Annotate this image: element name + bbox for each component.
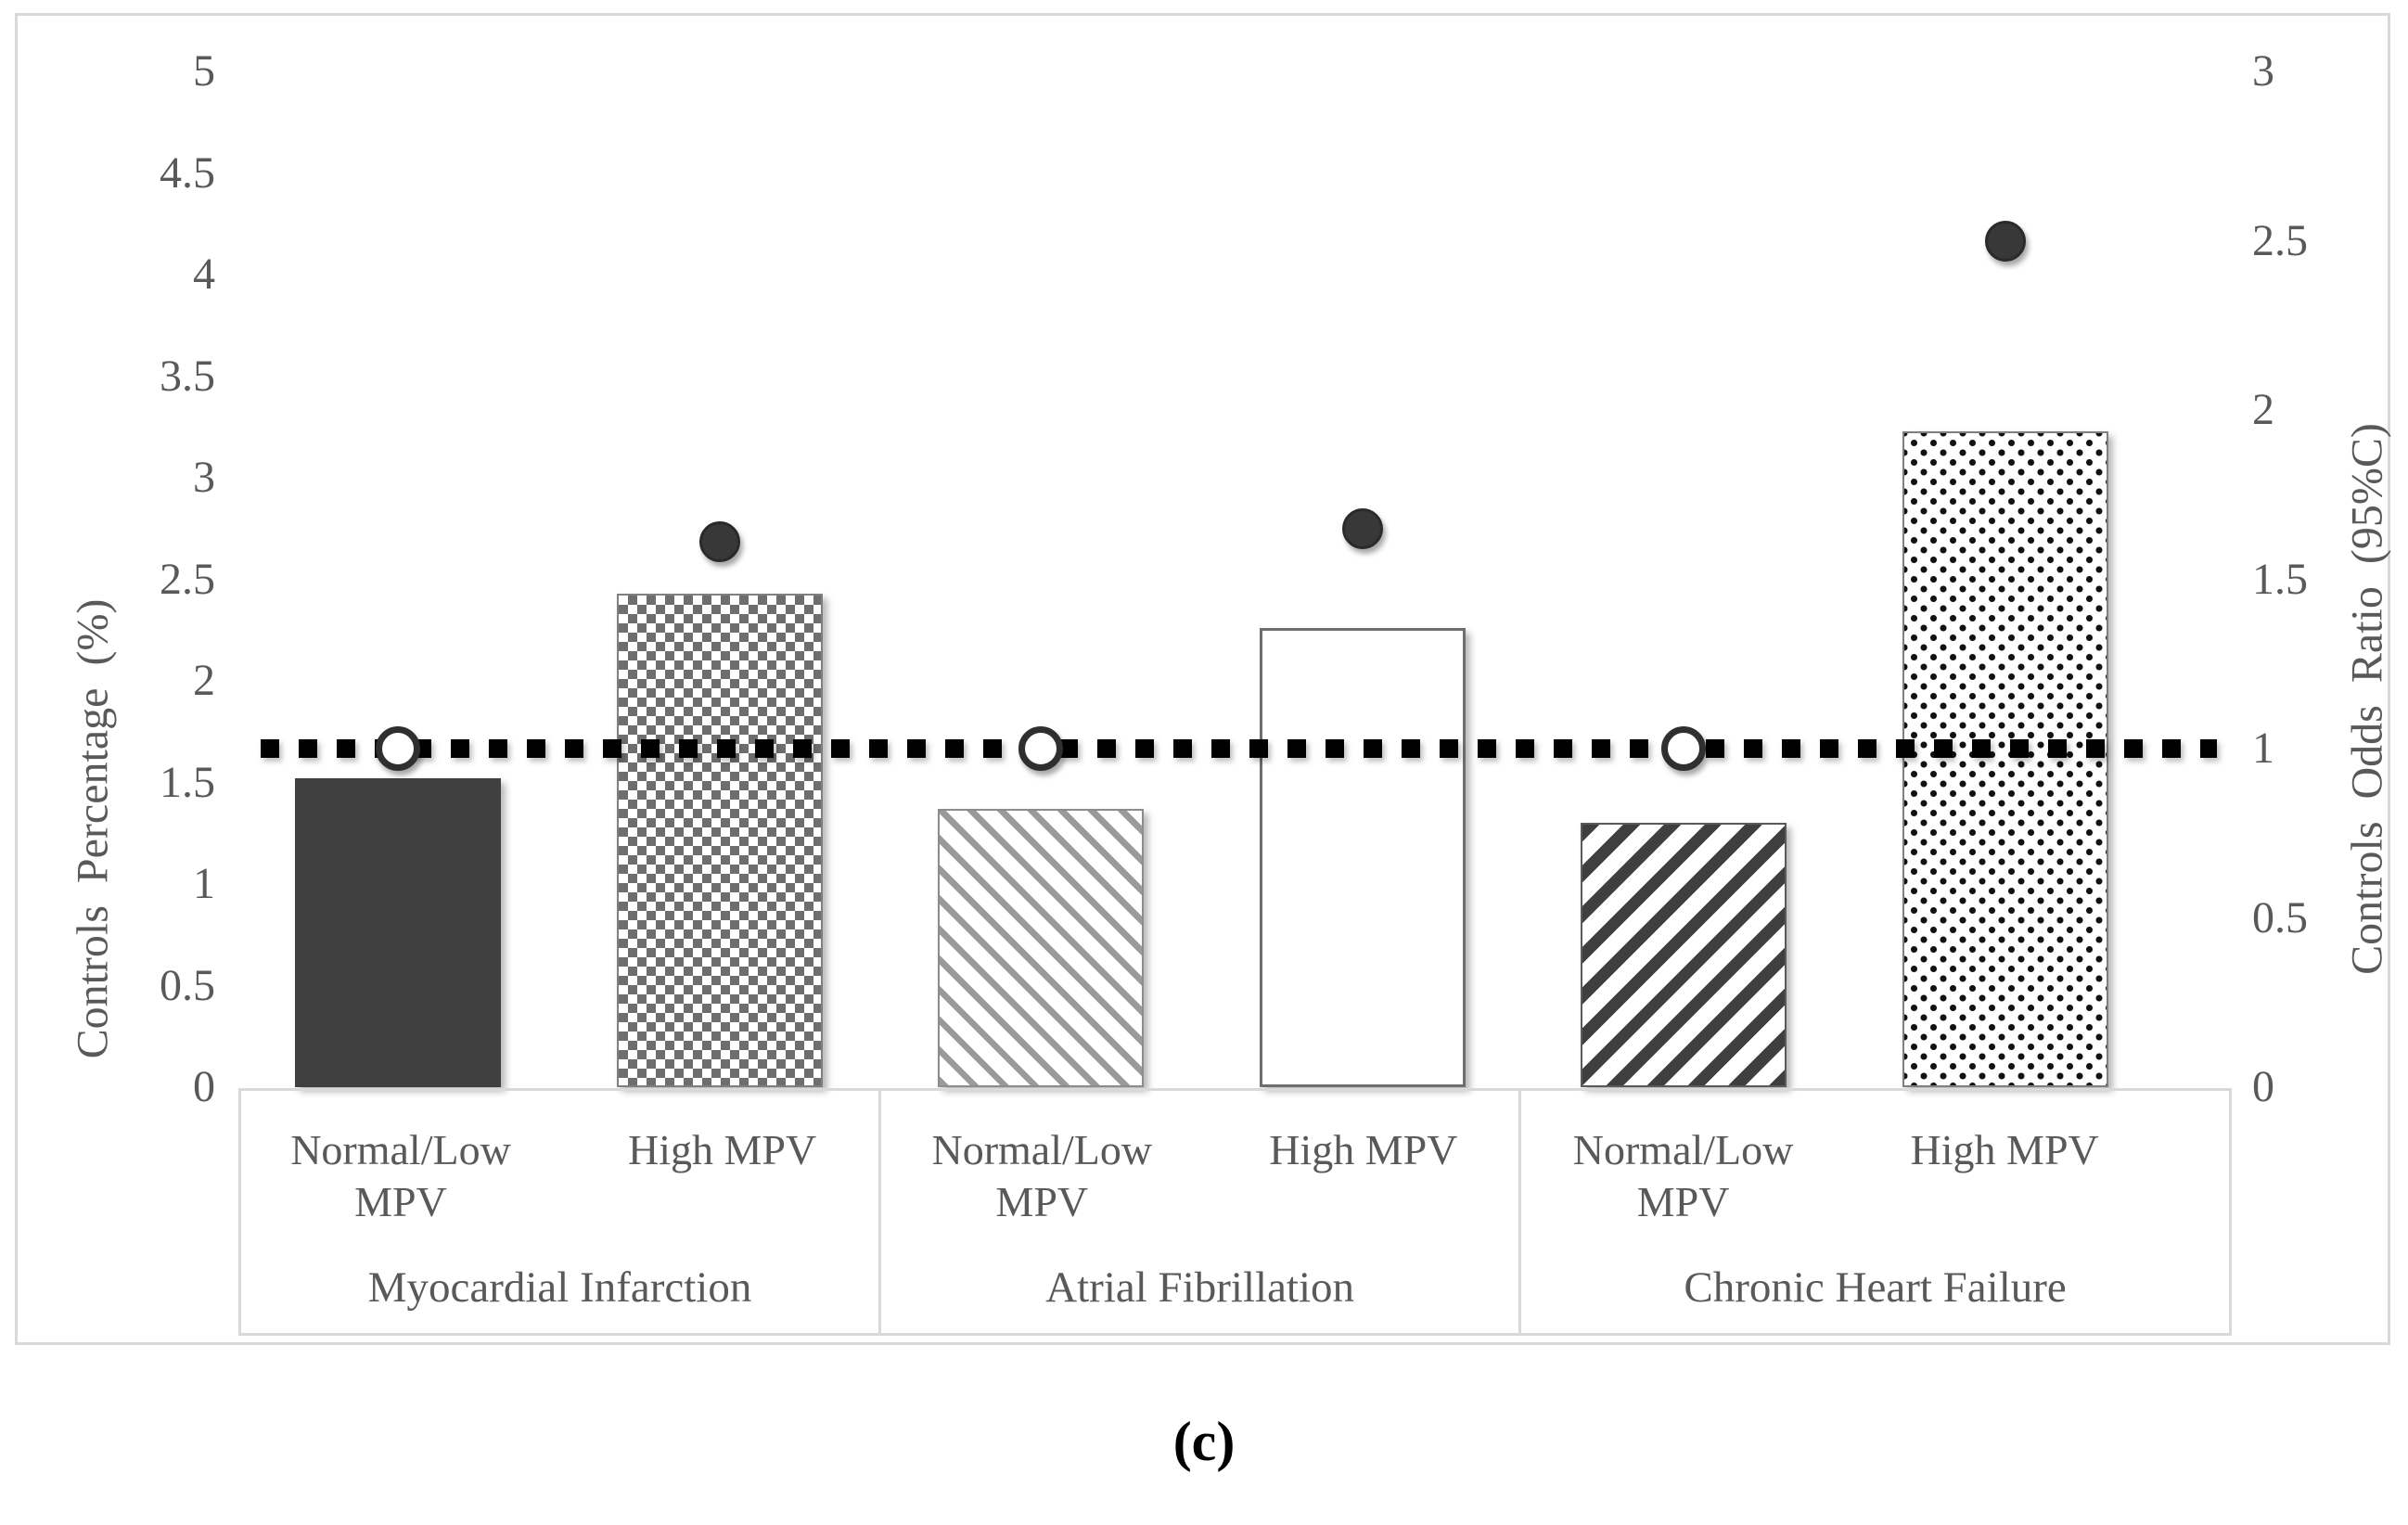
odds-ratio-marker-high [698, 521, 740, 563]
category-axis-table: Normal/Low MPV High MPV Myocardial Infarcti… [238, 1088, 2232, 1336]
plot-area [238, 71, 2232, 1087]
bar-myocardial-infarction-high-mpv [616, 594, 823, 1087]
bar-chronic-heart-failure-high-mpv [1902, 431, 2108, 1087]
figure-caption: (c) [1172, 1411, 1236, 1472]
left-axis-tick-label: 2 [193, 656, 215, 705]
right-axis-tick-label: 0 [2252, 1062, 2274, 1111]
left-axis-tick-label: 0.5 [160, 960, 215, 1010]
left-axis-tick-label: 3 [193, 453, 215, 502]
category-label-atrial-fibrillation: Atrial Fibrillation [1045, 1263, 1355, 1312]
odds-ratio-reference-line [261, 739, 2217, 758]
left-axis-tick-label: 4.5 [160, 147, 215, 198]
odds-ratio-marker-reference [376, 726, 420, 771]
subgroup-label-high-mpv: High MPV [1910, 1126, 2099, 1173]
subgroup-label-high-mpv: High MPV [627, 1126, 817, 1173]
category-cell-atrial-fibrillation: Normal/Low MPV High MPV Atrial Fibrillation [881, 1091, 1522, 1333]
category-cell-chronic-heart-failure: Normal/Low MPV High MPV Chronic Heart Failu… [1521, 1091, 2229, 1333]
odds-ratio-marker-high [1341, 507, 1383, 549]
category-cell-myocardial-infarction: Normal/Low MPV High MPV Myocardial Infarcti… [241, 1091, 882, 1333]
bar-atrial-fibrillation-normal-low-mpv [938, 809, 1145, 1087]
right-axis-tick-label: 3 [2252, 46, 2274, 96]
right-axis-tick-label: 0.5 [2252, 892, 2308, 942]
right-axis-tick-label: 1.5 [2252, 554, 2308, 604]
right-axis-tick-label: 2 [2252, 385, 2274, 434]
subgroup-label-normal-low-mpv: Normal/Low MPV [1572, 1126, 1794, 1225]
odds-ratio-marker-high [1985, 220, 2026, 262]
right-axis-tick-label: 1 [2252, 724, 2274, 773]
bar-chronic-heart-failure-normal-low-mpv [1581, 823, 1787, 1087]
right-axis-tick-label: 2.5 [2252, 215, 2308, 265]
odds-ratio-marker-reference [1661, 726, 1707, 771]
left-axis-tick-label: 0 [193, 1062, 215, 1111]
category-label-chronic-heart-failure: Chronic Heart Failure [1684, 1263, 2067, 1312]
left-axis-tick-label: 4 [193, 250, 215, 299]
subgroup-label-normal-low-mpv: Normal/Low MPV [290, 1126, 511, 1225]
left-axis-tick-label: 1.5 [160, 757, 215, 807]
left-axis-tick-label: 3.5 [160, 351, 215, 401]
subgroup-label-high-mpv: High MPV [1269, 1126, 1458, 1173]
right-axis-title: Controls Odds Ratio (95%C) [2342, 423, 2392, 975]
odds-ratio-marker-reference [1018, 726, 1064, 771]
left-axis-tick-label: 1 [193, 859, 215, 908]
bar-myocardial-infarction-normal-low-mpv [295, 778, 501, 1087]
left-axis-tick-label: 2.5 [160, 554, 215, 604]
bar-atrial-fibrillation-high-mpv [1259, 628, 1466, 1087]
category-label-myocardial-infarction: Myocardial Infarction [367, 1263, 752, 1312]
left-axis-tick-label: 5 [193, 46, 215, 96]
subgroup-label-normal-low-mpv: Normal/Low MPV [931, 1126, 1153, 1225]
